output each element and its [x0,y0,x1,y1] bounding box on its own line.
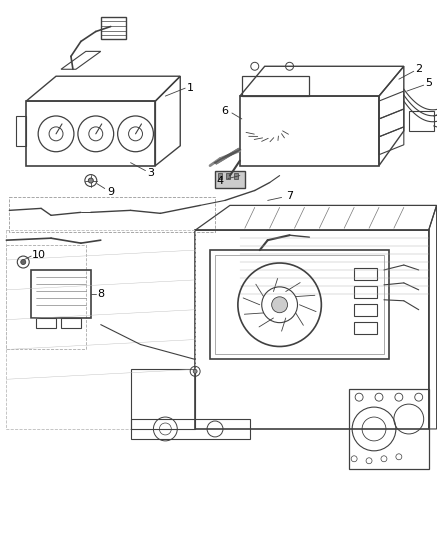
Circle shape [88,178,93,183]
Bar [226,173,230,179]
Text: 1: 1 [187,83,194,93]
Circle shape [272,297,288,313]
Text: 5: 5 [425,78,432,88]
Bar [234,173,238,179]
Bar [218,173,222,179]
Text: 9: 9 [107,188,114,197]
Text: 3: 3 [147,167,154,177]
Text: 8: 8 [97,289,104,299]
Circle shape [193,369,197,373]
Circle shape [21,260,26,264]
Text: 6: 6 [222,106,229,116]
Text: 7: 7 [286,191,293,201]
Polygon shape [215,171,245,189]
Text: 4: 4 [216,175,223,185]
Text: 10: 10 [32,250,46,260]
Text: 2: 2 [415,64,422,74]
